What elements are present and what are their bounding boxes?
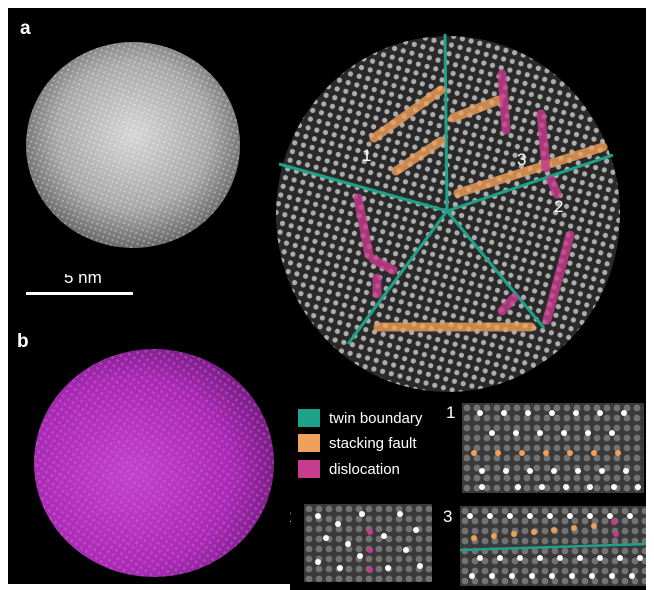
inset-1-panel: 1 [440,400,646,496]
inset-label-3: 3 [443,507,453,526]
dislocations [353,69,575,325]
inset-label-2: 2 [290,507,291,527]
inset-1-image [462,403,644,493]
panel-c-image [276,33,620,392]
inset-row: 2 3 [290,496,646,590]
region-marker-1: 1 [362,146,372,165]
inset-2-image [304,504,432,582]
scale-bar [26,292,133,295]
inset-label-1: 1 [446,403,456,422]
legend-label-twin-boundary: twin boundary [329,409,423,427]
region-marker-2: 2 [554,197,564,216]
legend-dislocation: dislocation [298,460,400,478]
legend-stacking-fault: stacking fault [298,434,417,452]
panel-a: a [8,8,261,274]
scale-bar-area: 5 nm [8,274,261,326]
inset-2-dislocation-atoms [367,529,373,573]
legend-label-dislocation: dislocation [329,460,400,478]
inset-3-dislocation-atoms [611,519,619,537]
inset-1-fault-atoms [471,450,621,456]
panel-b-image [34,349,274,577]
inset-1-atoms [477,410,641,490]
inset-3-fault-atoms [471,523,597,541]
inset-2-atoms [315,511,423,571]
legend-label-stacking-fault: stacking fault [329,434,417,452]
panel-c: c 1 3 2 [261,8,646,400]
panel-b-label: b [17,331,29,352]
region-marker-3: 3 [517,150,527,169]
inset-3-image [460,506,646,586]
swatch-dislocation [298,460,320,478]
legend-panel: twin boundary stacking fault dislocation [290,400,450,496]
legend-twin-boundary: twin boundary [298,409,422,427]
panel-a-label: a [20,18,31,39]
swatch-stacking-fault [298,434,320,452]
swatch-twin-boundary [298,409,320,427]
panel-a-image [26,42,240,248]
panel-b: b [8,326,290,584]
stacking-faults [369,85,608,332]
scale-bar-label: 5 nm [64,274,102,287]
twin-boundaries [278,33,614,345]
inset-3-twin-boundary [460,542,646,552]
inset-3-atoms [467,513,643,579]
